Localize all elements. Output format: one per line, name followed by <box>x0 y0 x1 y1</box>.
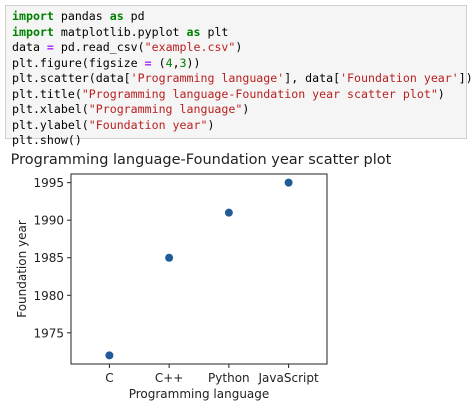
scatter-point <box>105 351 114 360</box>
code-token: pd.read_csv( <box>53 40 145 54</box>
code-token: plt.title( <box>12 86 82 101</box>
code-token: plt.figure(figsize <box>12 55 145 70</box>
scatter-points <box>105 178 293 360</box>
code-token: "Foundation year" <box>88 117 208 132</box>
code-token: plt.scatter(data[ <box>12 71 131 85</box>
code-token: plt <box>200 24 229 39</box>
code-token: plt.show() <box>12 133 82 147</box>
code-token: ) <box>235 40 243 54</box>
code-token: matplotlib.pyplot <box>53 24 187 39</box>
scatter-point <box>165 253 174 262</box>
code-token: "example.csv" <box>144 40 236 54</box>
code-token: 4 <box>165 55 173 70</box>
y-axis-label: Foundation year <box>15 220 29 318</box>
x-axis-label: Programming language <box>129 387 270 401</box>
code-line: plt.ylabel("Foundation year") <box>12 118 466 134</box>
y-tick-label: 1985 <box>33 251 64 265</box>
code-token: = <box>46 40 54 54</box>
code-token: 'Foundation year' <box>340 71 459 85</box>
x-tick-label: C <box>105 371 113 385</box>
code-token: 3 <box>179 55 187 70</box>
code-line: data = pd.read_csv("example.csv") <box>12 40 466 56</box>
code-token: ], data[ <box>284 71 341 85</box>
scatter-point <box>284 178 293 187</box>
code-token: import <box>12 24 54 39</box>
code-line: plt.xlabel("Programming language") <box>12 102 466 118</box>
code-token: ( <box>151 55 166 70</box>
code-token: data <box>12 40 47 54</box>
code-token: plt.ylabel( <box>12 117 89 132</box>
code-token: "Programming language" <box>88 102 243 116</box>
x-axis: C C++ Python JavaScript <box>105 364 319 385</box>
scatter-chart: Programming language-Foundation year sca… <box>11 152 392 401</box>
x-tick-label: JavaScript <box>258 371 319 385</box>
code-line: plt.show() <box>12 133 466 149</box>
y-tick-label: 1995 <box>33 176 64 190</box>
scatter-point <box>224 208 233 217</box>
y-axis: 1975 1980 1985 1990 1995 <box>33 176 71 340</box>
chart-title: Programming language-Foundation year sca… <box>11 152 392 168</box>
plot-frame <box>70 173 328 365</box>
code-token: = <box>144 55 152 70</box>
code-token: as <box>109 9 124 23</box>
code-token: ) <box>242 102 250 116</box>
code-line: plt.title("Programming language-Foundati… <box>12 87 466 103</box>
code-line: import pandas as pd <box>12 9 466 25</box>
y-tick-label: 1980 <box>33 289 64 303</box>
code-token: ) <box>437 86 445 101</box>
x-tick-label: Python <box>208 371 250 385</box>
code-token: 'Programming language' <box>130 71 285 85</box>
code-line: plt.figure(figsize = (4,3)) <box>12 56 466 72</box>
code-cell[interactable]: import pandas as pd import matplotlib.pyp… <box>5 5 473 147</box>
code-token: ) <box>207 117 215 132</box>
x-tick-label: C++ <box>155 371 184 385</box>
code-token: pd <box>123 9 145 23</box>
y-tick-label: 1975 <box>33 326 64 340</box>
code-editor[interactable]: import pandas as pd import matplotlib.pyp… <box>12 9 473 149</box>
code-token: as <box>186 24 201 39</box>
code-line: plt.scatter(data['Programming language']… <box>12 71 473 87</box>
code-token: plt.xlabel( <box>12 102 89 116</box>
code-token: import <box>12 9 54 23</box>
code-token: ]) <box>458 71 473 85</box>
y-tick-label: 1990 <box>33 214 64 228</box>
code-token: )) <box>186 55 201 70</box>
code-line: import matplotlib.pyplot as plt <box>12 25 466 41</box>
code-token: "Programming language-Foundation year sc… <box>81 86 438 101</box>
code-token: , <box>172 55 180 70</box>
code-token: pandas <box>53 9 110 23</box>
